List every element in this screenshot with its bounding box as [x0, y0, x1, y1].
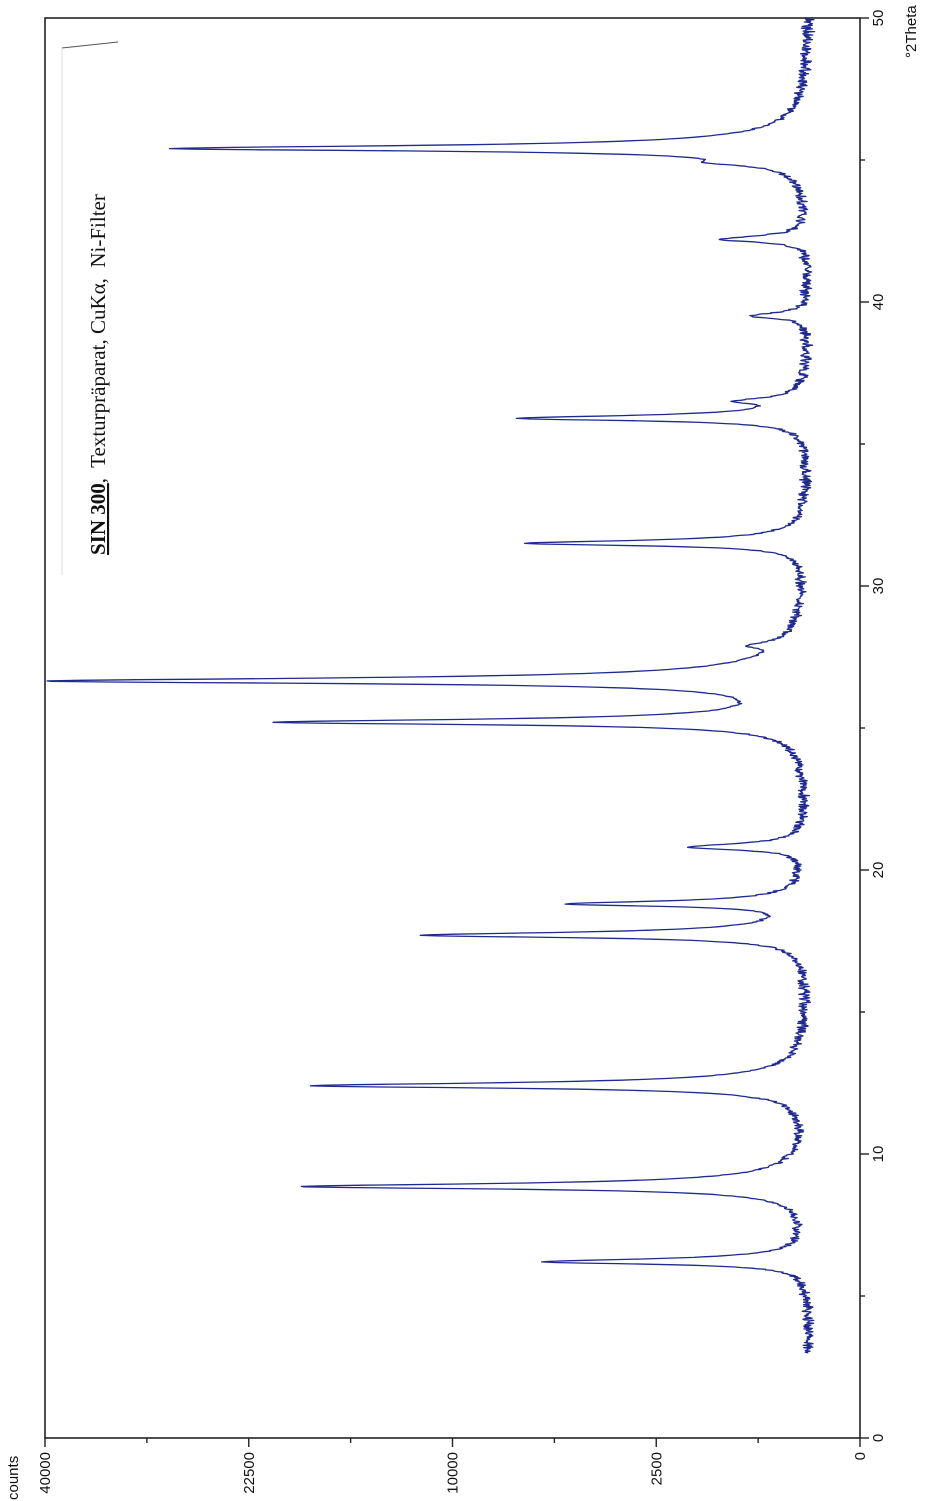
x-axis-label: °2Theta: [903, 5, 920, 58]
x-tick-label: 10: [870, 1146, 887, 1163]
x-tick-label: 40: [870, 294, 887, 311]
plot-frame: [44, 17, 861, 1439]
title-bold: SIN 300: [86, 483, 110, 555]
x-tick-label: 30: [870, 578, 887, 595]
y-axis-label: counts: [5, 1456, 22, 1500]
y-axis-ticks: 0 2500 10000 22500 40000: [37, 1438, 869, 1494]
y-tick-label: 2500: [648, 1452, 665, 1485]
title-box-edge: [61, 41, 119, 49]
title-box: SIN 300, Texturpräparat, CuKα, Ni-Filter: [61, 41, 119, 575]
title-rest: , Texturpräparat, CuKα, Ni-Filter: [86, 194, 110, 483]
x-tick-label: 50: [870, 10, 887, 27]
y-tick-label: 10000: [445, 1452, 462, 1494]
series-line: [46, 17, 816, 1354]
x-tick-label: 20: [870, 862, 887, 879]
y-tick-label: 0: [852, 1452, 869, 1460]
chart-title: SIN 300, Texturpräparat, CuKα, Ni-Filter: [86, 194, 110, 555]
y-tick-label: 22500: [241, 1452, 258, 1494]
y-tick-label: 40000: [37, 1452, 54, 1494]
x-tick-label: 0: [870, 1434, 887, 1442]
x-axis-ticks: 0 10 20 30 40 50: [860, 10, 887, 1442]
